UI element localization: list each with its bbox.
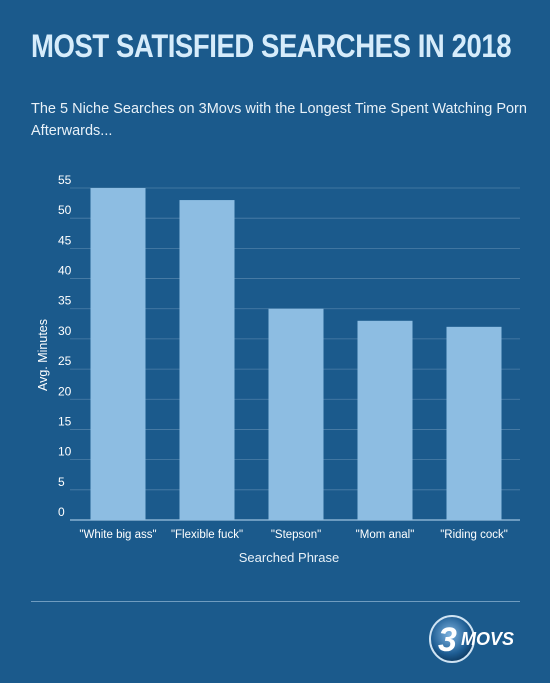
x-tick-label: "Mom anal" [356, 529, 415, 541]
logo-digit: 3 [438, 621, 457, 659]
y-axis-label: Avg. Minutes [36, 319, 50, 391]
logo-text: MOVS [461, 629, 514, 649]
y-tick-label: 45 [58, 233, 72, 247]
y-tick-label: 30 [58, 324, 72, 338]
y-tick-label: 25 [58, 354, 72, 368]
page-subtitle: The 5 Niche Searches on 3Movs with the L… [31, 101, 527, 139]
footer-divider [31, 601, 520, 602]
x-tick-label: "Flexible fuck" [171, 529, 243, 541]
bars [90, 188, 502, 520]
y-tick-label: 10 [58, 445, 72, 459]
x-tick-label: "White big ass" [79, 529, 156, 541]
3movs-logo-icon: 3 MOVS [429, 615, 514, 663]
y-tick-label: 5 [58, 475, 65, 489]
x-tick-labels: "White big ass" "Flexible fuck" "Stepson" "… [79, 529, 507, 541]
bar [90, 188, 146, 520]
y-tick-label: 0 [58, 505, 65, 519]
x-tick-label: "Stepson" [271, 529, 321, 541]
bar [357, 320, 413, 520]
bar-chart: 0 5 10 15 20 25 30 35 40 45 50 55 "White big ass" "F… [36, 173, 520, 565]
y-tick-label: 55 [58, 173, 72, 187]
y-tick-labels: 0 5 10 15 20 25 30 35 40 45 50 55 [58, 173, 72, 519]
y-tick-label: 20 [58, 384, 72, 398]
y-tick-label: 35 [58, 294, 72, 308]
y-tick-label: 15 [58, 414, 72, 428]
x-axis-label: Searched Phrase [239, 550, 339, 565]
bar [179, 200, 235, 520]
bar [268, 308, 324, 520]
y-tick-label: 40 [58, 264, 72, 278]
bar [446, 326, 502, 520]
x-tick-label: "Riding cock" [440, 529, 508, 541]
y-tick-label: 50 [58, 203, 72, 217]
page-title: MOST SATISFIED SEARCHES IN 2018 [31, 28, 512, 64]
